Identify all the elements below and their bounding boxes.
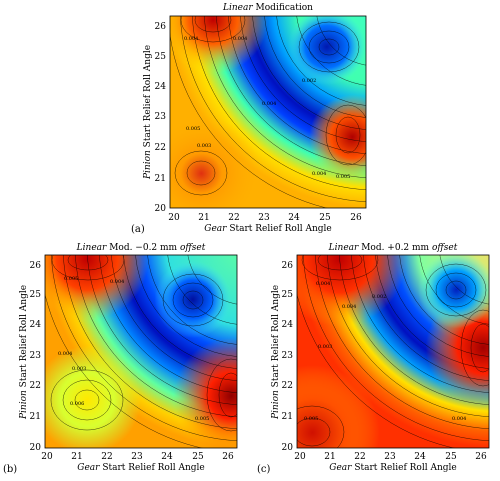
x-tick: 23 [131,452,143,462]
x-tick: 21 [324,452,335,462]
contour-label: 0.005 [186,126,200,132]
x-tick: 22 [228,213,239,223]
y-tick: 25 [282,290,294,300]
y-tick: 24 [155,82,167,92]
x-tick: 21 [71,452,82,462]
y-tick: 23 [30,351,42,361]
contour-label: 0.005 [336,174,350,180]
panel-c-caption: (c) [257,464,271,475]
contour-label: 0.004 [316,281,330,287]
panel-c: Linear Mod. +0.2 mm offset 0.004 0.003 [257,243,490,475]
y-tick: 25 [30,290,42,300]
panel-a-caption: (a) [131,224,145,235]
panel-a-contours [170,16,366,208]
contour-label: 0.004 [110,279,124,285]
panel-a: Linear Modification 0.004 0.004 0.005 [131,3,367,235]
y-tick: 20 [30,443,42,453]
x-tick: 24 [414,452,426,462]
y-tick: 24 [30,320,42,330]
contour-label: 0.003 [318,344,332,350]
panel-c-title: Linear Mod. +0.2 mm offset [328,243,458,253]
x-tick: 22 [101,452,112,462]
x-tick: 25 [192,452,204,462]
contour-label: 0.006 [70,401,84,407]
contour-label: 0.005 [195,416,209,422]
y-tick: 22 [155,143,166,153]
panel-c-frame [296,254,490,449]
contour-label: 0.004 [184,36,198,42]
panel-c-x-label: Gear Start Relief Roll Angle [329,463,456,473]
panel-a-x-ticks: 20 21 22 23 24 25 26 [168,213,362,223]
y-tick: 22 [282,381,293,391]
panel-a-x-label: Gear Start Relief Roll Angle [204,224,331,234]
panel-b: Linear Mod. −0.2 mm offset 0.005 0.004 [3,243,238,475]
y-tick: 20 [282,443,294,453]
x-tick: 25 [445,452,457,462]
panel-c-y-ticks: 20 21 22 23 24 25 26 [282,261,294,453]
x-tick: 24 [161,452,173,462]
y-tick: 21 [282,412,293,422]
panel-b-y-ticks: 20 21 22 23 24 25 26 [30,261,42,453]
contour-label: 0.005 [64,276,78,282]
panel-b-frame [44,254,238,449]
contour-label: 0.004 [58,351,72,357]
panel-b-y-label: Pinion Start Relief Roll Angle [19,285,29,420]
panel-c-contours [297,255,489,448]
x-tick: 26 [222,452,234,462]
y-tick: 20 [155,204,167,214]
panel-b-heatmap: 0.005 0.004 0.004 0.003 0.006 0.005 [45,255,237,448]
contour-label: 0.004 [342,304,356,310]
panel-a-frame [169,15,367,209]
panel-a-y-label: Pinion Start Relief Roll Angle [143,45,153,180]
panel-c-x-ticks: 20 21 22 23 24 25 26 [294,452,487,462]
y-tick: 26 [282,261,294,271]
x-tick: 23 [258,213,270,223]
panel-b-contours [45,255,237,448]
y-tick: 25 [155,52,167,62]
panel-c-heatmap: 0.004 0.003 0.004 0.002 0.005 0.004 [297,255,489,448]
contour-label: 0.002 [372,294,386,300]
y-tick: 22 [30,381,41,391]
panel-b-x-label: Gear Start Relief Roll Angle [77,463,204,473]
panel-b-contour-labels: 0.005 0.004 0.004 0.003 0.006 0.005 [58,276,209,422]
x-tick: 26 [350,213,362,223]
contour-label: 0.004 [262,101,276,107]
panel-b-x-ticks: 20 21 22 23 24 25 26 [41,452,234,462]
y-tick: 21 [155,174,166,184]
y-tick: 26 [30,261,42,271]
x-tick: 25 [319,213,331,223]
panel-b-caption: (b) [3,464,17,475]
x-tick: 20 [168,213,180,223]
contour-label: 0.002 [302,78,316,84]
panel-a-contour-labels: 0.004 0.004 0.005 0.003 0.004 0.002 0.00… [184,36,350,180]
x-tick: 20 [294,452,306,462]
x-tick: 22 [354,452,365,462]
y-tick: 23 [155,112,167,122]
panel-a-y-ticks: 20 21 22 23 24 25 26 [155,22,167,214]
x-tick: 24 [288,213,300,223]
panel-a-title: Linear Modification [222,3,313,13]
y-tick: 23 [282,351,294,361]
y-tick: 26 [155,22,167,32]
x-tick: 20 [41,452,53,462]
contour-label: 0.003 [197,143,211,149]
panel-b-title: Linear Mod. −0.2 mm offset [76,243,206,253]
panel-a-heatmap: 0.004 0.004 0.005 0.003 0.004 0.002 0.00… [170,16,366,208]
contour-label: 0.004 [233,36,247,42]
contour-label: 0.003 [72,366,86,372]
panel-c-y-label: Pinion Start Relief Roll Angle [271,285,281,420]
y-tick: 24 [282,320,294,330]
y-tick: 21 [30,412,41,422]
panel-c-contour-labels: 0.004 0.003 0.004 0.002 0.005 0.004 [304,281,466,422]
contour-label: 0.004 [452,416,466,422]
x-tick: 23 [384,452,396,462]
contour-label: 0.005 [304,416,318,422]
contour-label: 0.004 [312,171,326,177]
x-tick: 21 [198,213,209,223]
x-tick: 26 [475,452,487,462]
